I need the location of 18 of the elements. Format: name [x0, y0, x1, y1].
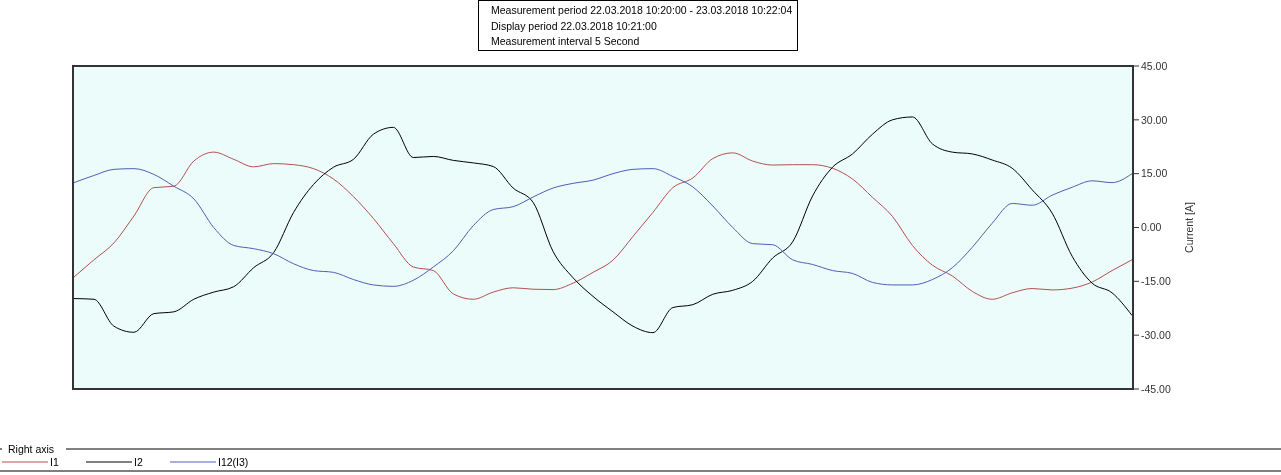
- y-tick-label: 30.00: [1141, 113, 1168, 126]
- legend-title: Right axis: [8, 443, 55, 455]
- legend-label: I1: [50, 456, 59, 468]
- text: Measurement interval 5 Second: [491, 35, 640, 47]
- y-tick-label: -45.00: [1141, 382, 1171, 395]
- legend-label: I2: [134, 456, 143, 468]
- y-tick-label: -15.00: [1141, 275, 1171, 288]
- y-tick-label: 45.00: [1141, 59, 1168, 72]
- y-tick-label: -30.00: [1141, 328, 1171, 341]
- line-series: [73, 151, 1133, 300]
- legend-label: I12(I3): [218, 456, 249, 468]
- text: Measurement period 22.03.2018 10:20:00 - 23.03.2018 10:22:04: [491, 4, 793, 16]
- y-axis-title: Current [A]: [1183, 202, 1195, 253]
- text: Display period 22.03.2018 10:21:00: [491, 19, 657, 32]
- line-series: [73, 168, 1133, 287]
- y-tick-label: 15.00: [1141, 167, 1168, 180]
- y-tick-label: 0.00: [1141, 221, 1162, 234]
- line-series: [73, 116, 1133, 334]
